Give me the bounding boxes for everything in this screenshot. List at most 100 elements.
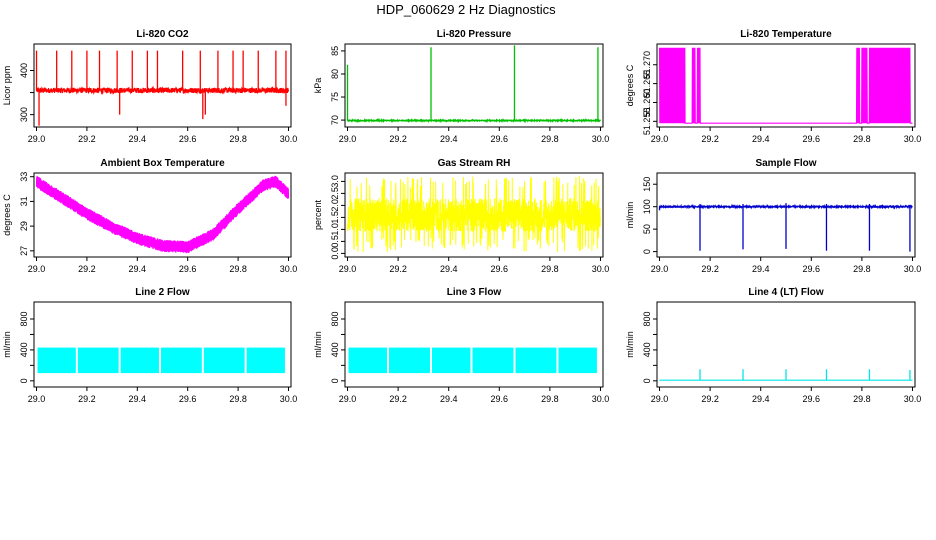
plot-area	[658, 47, 913, 124]
x-tick-label: 29.4	[129, 264, 147, 274]
x-tick-label: 30.0	[280, 264, 298, 274]
panel-title: Line 4 (LT) Flow	[748, 287, 824, 298]
panel-pressure: Li-820 Pressure 29.0 29.2 29.4 29.6 29.8 30.0 7…	[313, 29, 609, 144]
series-line	[658, 47, 913, 124]
y-tick-label: 85	[330, 46, 340, 56]
x-tick-label: 29.0	[28, 394, 46, 404]
y-axis-label: ml/min	[313, 331, 323, 358]
x-tick-label: 29.2	[78, 134, 96, 144]
x-tick-label: 29.0	[28, 264, 46, 274]
x-tick-label: 29.8	[229, 394, 247, 404]
x-tick-label: 29.4	[440, 134, 458, 144]
y-tick-label: 51.270	[642, 51, 652, 79]
x-tick-label: 29.8	[229, 264, 247, 274]
y-tick-label: 33	[19, 172, 29, 182]
x-tick-label: 29.6	[491, 134, 509, 144]
y-tick-label: 29	[19, 221, 29, 231]
panel-line3: Line 3 Flow 29.0 29.2 29.4 29.6 29.8 30.0 0 400 8…	[313, 287, 609, 404]
x-tick-label: 29.6	[803, 134, 821, 144]
y-tick-label: 3.0	[330, 175, 340, 188]
plot-frame	[33, 172, 292, 258]
x-tick-label: 29.8	[853, 264, 871, 274]
x-tick-label: 30.0	[592, 264, 610, 274]
x-tick-label: 29.2	[701, 134, 719, 144]
x-tick-label: 29.8	[853, 134, 871, 144]
x-tick-label: 29.0	[339, 134, 357, 144]
x-tick-label: 29.2	[78, 264, 96, 274]
y-tick-label: 400	[19, 63, 29, 78]
y-tick-label: 800	[642, 311, 652, 326]
y-axis-label: percent	[313, 199, 323, 230]
y-tick-label: 27	[19, 246, 29, 256]
panel-sample: Sample Flow 29.0 29.2 29.4 29.6 29.8 30.0 0 50 10…	[625, 158, 921, 274]
x-tick-label: 29.4	[752, 134, 770, 144]
series-line	[347, 175, 601, 253]
x-tick-label: 29.0	[651, 394, 669, 404]
x-tick-label: 29.4	[752, 264, 770, 274]
y-axis-label: kPa	[313, 78, 323, 94]
y-tick-label: 51.265	[642, 70, 652, 98]
y-axis-label: ml/min	[625, 202, 635, 229]
y-axis-label: degrees C	[2, 194, 12, 236]
y-tick-label: 50	[642, 224, 652, 234]
y-tick-label: 1.0	[330, 223, 340, 236]
x-tick-label: 29.2	[389, 134, 407, 144]
plot-area	[658, 203, 913, 252]
x-tick-label: 29.4	[129, 134, 147, 144]
x-tick-label: 29.8	[541, 394, 559, 404]
panel-title: Line 3 Flow	[447, 287, 502, 298]
x-tick-label: 30.0	[904, 134, 922, 144]
panel-ambient: Ambient Box Temperature 29.0 29.2 29.4 29.6 2…	[2, 158, 297, 274]
x-tick-label: 29.4	[752, 394, 770, 404]
y-tick-label: 70	[330, 115, 340, 125]
plot-frame	[344, 172, 604, 258]
x-tick-label: 29.8	[541, 134, 559, 144]
panel-title: Sample Flow	[755, 158, 816, 169]
flow-block	[348, 347, 387, 374]
x-tick-label: 29.2	[389, 394, 407, 404]
x-tick-label: 30.0	[904, 394, 922, 404]
x-tick-label: 29.8	[541, 264, 559, 274]
x-tick-label: 30.0	[592, 394, 610, 404]
x-tick-label: 29.6	[491, 394, 509, 404]
flow-block	[432, 347, 471, 374]
y-tick-label: 0.5	[330, 235, 340, 248]
plot-frame	[656, 172, 916, 258]
x-tick-label: 30.0	[280, 394, 298, 404]
plot-frame	[344, 301, 604, 388]
y-tick-label: 0	[642, 378, 652, 383]
flow-block	[37, 347, 76, 374]
flow-block	[77, 347, 119, 374]
plot-area	[659, 369, 913, 381]
panel-title: Li-820 CO2	[136, 29, 189, 40]
y-axis-label: ml/min	[2, 331, 12, 358]
panel-rh: Gas Stream RH 29.0 29.2 29.4 29.6 29.8 30.0 0.0…	[313, 158, 609, 274]
panel-title: Li-820 Temperature	[740, 29, 832, 40]
flow-block	[120, 347, 159, 374]
series-line	[35, 175, 290, 254]
y-tick-label: 400	[19, 342, 29, 357]
x-tick-label: 30.0	[592, 134, 610, 144]
x-tick-label: 29.6	[179, 134, 197, 144]
y-axis-label: ml/min	[625, 331, 635, 358]
flow-block	[515, 347, 557, 374]
x-tick-label: 29.4	[129, 394, 147, 404]
plot-frame	[344, 43, 604, 128]
y-tick-label: 1.5	[330, 211, 340, 224]
y-tick-label: 400	[642, 342, 652, 357]
plot-area	[346, 45, 602, 124]
y-tick-label: 51.255	[642, 108, 652, 136]
x-tick-label: 29.0	[651, 134, 669, 144]
y-tick-label: 400	[330, 342, 340, 357]
x-tick-label: 29.2	[701, 264, 719, 274]
y-tick-label: 0	[330, 378, 340, 383]
x-tick-label: 29.0	[339, 264, 357, 274]
x-tick-label: 29.8	[229, 134, 247, 144]
y-tick-label: 300	[19, 107, 29, 122]
y-tick-label: 150	[642, 177, 652, 192]
flow-block	[389, 347, 430, 374]
panel-title: Line 2 Flow	[135, 287, 190, 298]
y-tick-label: 31	[19, 196, 29, 206]
series-line	[346, 117, 602, 124]
